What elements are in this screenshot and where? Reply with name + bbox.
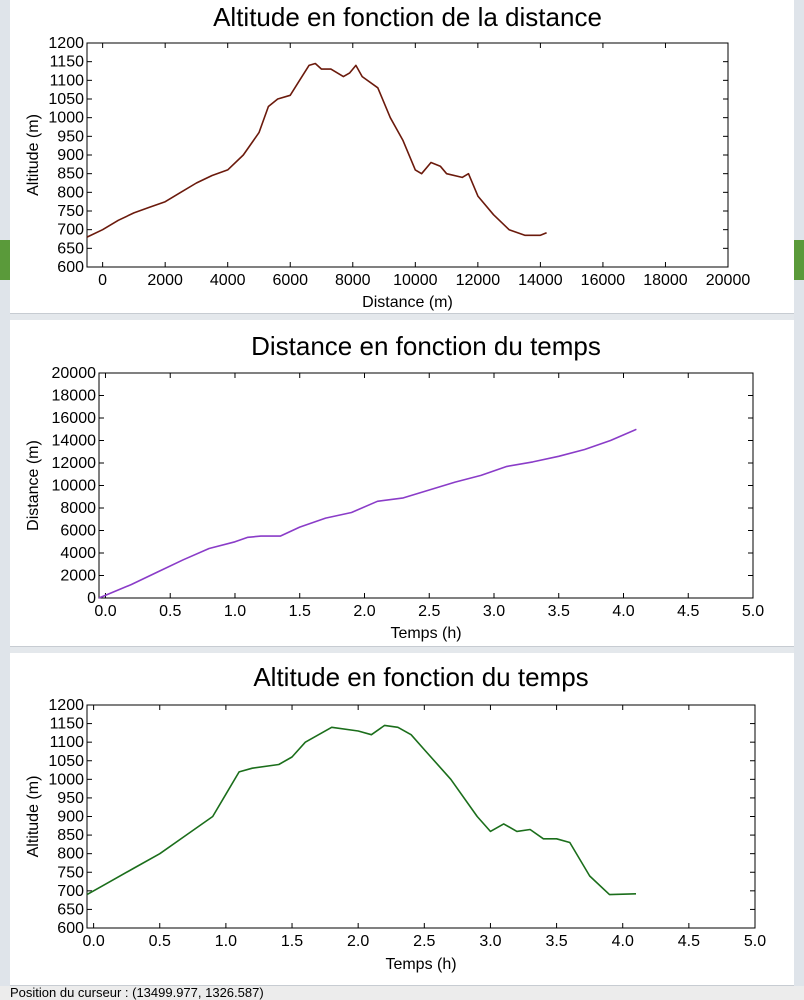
y-tick-label: 1200 [48,35,84,52]
background-window-right [794,0,804,1000]
y-axis-label: Altitude (m) [25,114,42,196]
chart-panel-altitude-distance: Altitude en fonction de la distance 600 65… [10,0,794,314]
x-tick-label: 4.5 [678,933,700,950]
x-tick-label: 0.0 [82,933,104,950]
y-tick-label: 950 [57,790,84,807]
x-tick-label: 8000 [335,272,371,289]
series-line [86,62,547,238]
y-tick-label: 4000 [60,545,96,562]
chart-panel-distance-temps: Distance en fonction du temps 0 2000 4000 60… [10,320,794,647]
x-tick-label: 2.0 [347,933,369,950]
x-tick-label: 4.0 [612,603,634,620]
y-tick-label: 8000 [60,500,96,517]
y-tick-label: 18000 [52,388,97,405]
y-tick-label: 1100 [50,72,85,89]
y-tick-label: 950 [57,128,84,145]
y-tick-label: 700 [57,883,84,900]
x-tick-label: 6000 [272,272,308,289]
y-tick-label: 1050 [48,753,84,770]
plot-frame [98,372,754,599]
y-tick-label: 1050 [48,91,84,108]
panel-separator [10,314,794,320]
x-tick-label: 4000 [210,272,246,289]
y-tick-label: 0 [87,590,96,607]
x-tick-label: 3.5 [548,603,570,620]
chart-altitude-distance: Altitude en fonction de la distance 600 65… [25,2,751,311]
chart-title: Altitude en fonction de la distance [213,2,602,32]
y-axis-label: Altitude (m) [25,776,42,858]
x-tick-label: 16000 [581,272,626,289]
x-tick-label: 1.0 [224,603,246,620]
x-tick-label: 3.0 [479,933,501,950]
y-tick-label: 14000 [52,433,97,450]
background-band-left [0,240,10,280]
x-tick-label: 0.0 [94,603,116,620]
x-tick-label: 12000 [456,272,501,289]
y-tick-label: 650 [57,901,84,918]
x-tick-label: 10000 [393,272,438,289]
y-tick-label: 900 [57,809,84,826]
y-tick-label: 900 [57,147,84,164]
x-tick-label: 4.5 [677,603,699,620]
y-tick-label: 800 [57,184,84,201]
x-tick-label: 1.0 [215,933,237,950]
x-tick-label: 1.5 [289,603,311,620]
chart-title: Altitude en fonction du temps [253,662,588,692]
panel-separator [10,647,794,653]
y-tick-label: 10000 [52,478,97,495]
plot-frame [86,42,729,268]
chart-title: Distance en fonction du temps [251,331,601,361]
x-tick-label: 0.5 [159,603,181,620]
x-tick-label: 0 [98,272,107,289]
x-tick-label: 20000 [706,272,751,289]
y-tick-label: 1000 [48,771,84,788]
y-tick-label: 1200 [48,697,84,714]
y-tick-label: 16000 [52,410,97,427]
series-line [98,428,637,599]
y-axis-label: Distance (m) [25,440,42,531]
background-band-right [794,240,804,280]
y-tick-label: 6000 [60,523,96,540]
y-tick-label: 850 [57,827,84,844]
chart-panel-altitude-temps: Altitude en fonction du temps 600 650 700 75… [10,653,794,986]
chart-distance-temps: Distance en fonction du temps 0 2000 4000 60… [25,331,764,642]
y-tick-label: 600 [57,259,84,276]
y-tick-label: 1000 [48,110,84,127]
y-tick-label: 1150 [50,716,85,733]
y-tick-label: 750 [57,203,84,220]
x-tick-label: 2000 [147,272,183,289]
y-tick-label: 12000 [52,455,97,472]
y-tick-label: 700 [57,222,84,239]
background-window-left [0,0,10,1000]
x-tick-label: 2.5 [413,933,435,950]
y-tick-label: 1100 [50,734,85,751]
y-tick-label: 2000 [60,568,96,585]
x-tick-label: 3.5 [545,933,567,950]
y-tick-label: 1150 [50,54,85,71]
y-tick-label: 20000 [52,365,97,382]
status-bar-cursor-position: Position du curseur : (13499.977, 1326.5… [0,986,804,1000]
x-tick-label: 0.5 [149,933,171,950]
plot-frame [86,704,756,929]
y-tick-label: 850 [57,166,84,183]
x-tick-label: 18000 [643,272,688,289]
x-tick-label: 3.0 [483,603,505,620]
y-tick-label: 600 [57,920,84,937]
x-tick-label: 4.0 [612,933,634,950]
series-line [86,724,637,896]
y-tick-label: 650 [57,240,84,257]
x-axis-label: Temps (h) [385,956,456,973]
x-tick-label: 2.0 [353,603,375,620]
y-tick-label: 750 [57,864,84,881]
x-axis-label: Temps (h) [390,625,461,642]
x-tick-label: 5.0 [744,933,766,950]
x-tick-label: 14000 [518,272,563,289]
x-tick-label: 5.0 [742,603,764,620]
x-axis-label: Distance (m) [362,294,453,311]
x-tick-label: 2.5 [418,603,440,620]
x-tick-label: 1.5 [281,933,303,950]
y-tick-label: 800 [57,846,84,863]
